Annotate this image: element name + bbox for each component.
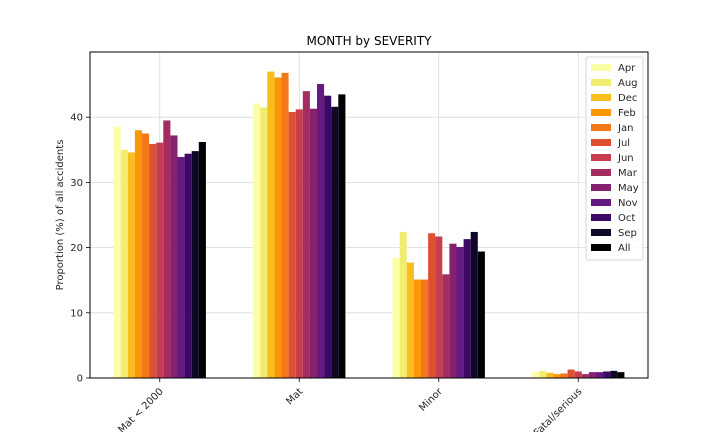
y-tick-label: 0 [77, 374, 83, 385]
legend-swatch-jul [591, 139, 611, 146]
legend-label-apr: Apr [618, 63, 636, 74]
legend-label-jun: Jun [617, 153, 634, 164]
legend-swatch-mar [591, 169, 611, 176]
bar-sep-1 [331, 106, 339, 378]
bar-jul-1 [288, 111, 296, 378]
bars [113, 71, 625, 379]
bar-aug-0 [120, 149, 128, 378]
bar-apr-3 [532, 372, 540, 378]
legend-swatch-oct [591, 214, 611, 221]
bar-dec-0 [127, 152, 135, 378]
bar-oct-1 [324, 95, 332, 379]
bar-jun-3 [574, 371, 582, 378]
bar-apr-2 [392, 258, 400, 378]
legend-swatch-jun [591, 154, 611, 161]
legend-label-nov: Nov [618, 198, 638, 209]
y-tick-label: 40 [70, 113, 83, 124]
bar-may-1 [309, 108, 317, 378]
bar-jan-0 [142, 133, 150, 378]
bar-may-2 [449, 243, 457, 378]
bar-may-0 [170, 135, 178, 378]
bar-nov-3 [596, 372, 604, 378]
bar-jun-1 [295, 109, 303, 378]
legend-swatch-may [591, 184, 611, 191]
legend-swatch-all [591, 244, 611, 251]
legend-swatch-aug [591, 79, 611, 86]
bar-oct-0 [184, 153, 192, 378]
bar-dec-3 [546, 372, 554, 378]
bar-sep-2 [470, 231, 478, 378]
bar-dec-1 [267, 71, 275, 378]
y-axis: 0 10 20 30 40 [70, 113, 90, 385]
bar-feb-2 [413, 279, 421, 378]
bar-jul-3 [567, 369, 575, 378]
legend-label-sep: Sep [618, 228, 637, 239]
bar-mar-1 [302, 91, 310, 379]
legend-label-oct: Oct [618, 213, 635, 224]
bar-may-3 [588, 372, 596, 378]
x-tick-label: Minor [417, 386, 445, 414]
bar-jan-1 [281, 72, 289, 378]
legend-box [585, 56, 644, 261]
x-tick-label: Mat [284, 386, 305, 407]
legend-label-may: May [618, 183, 639, 194]
legend-swatch-sep [591, 229, 611, 236]
x-tick-label: Fatal/serious [532, 386, 584, 432]
legend-swatch-jan [591, 124, 611, 131]
legend-swatch-dec [591, 94, 611, 101]
x-tick-label: Mat < 2000 [116, 386, 165, 432]
y-tick-label: 10 [70, 308, 83, 319]
bar-oct-2 [463, 239, 471, 378]
legend-label-dec: Dec [618, 93, 637, 104]
legend: Apr Aug Dec Feb Jan Jul Jun Mar May Nov Oct Sep All [585, 56, 644, 261]
bar-feb-0 [134, 130, 142, 378]
bar-feb-3 [553, 374, 561, 378]
x-axis: Mat < 2000 Mat Minor Fatal/serious [116, 378, 584, 432]
bar-sep-0 [191, 151, 199, 378]
bar-all-0 [198, 141, 206, 378]
bar-jun-0 [156, 142, 164, 378]
bar-jan-3 [560, 373, 568, 378]
y-tick-label: 30 [70, 178, 83, 189]
bar-aug-1 [260, 107, 268, 379]
y-axis-label: Proportion (%) of all accidents [55, 140, 66, 291]
bar-feb-1 [274, 77, 282, 378]
legend-label-jul: Jul [617, 138, 630, 149]
bar-dec-2 [406, 262, 414, 378]
bar-nov-1 [317, 83, 325, 378]
legend-label-all: All [618, 243, 630, 254]
legend-label-aug: Aug [618, 78, 638, 89]
legend-label-mar: Mar [618, 168, 638, 179]
bar-oct-3 [603, 371, 611, 378]
bar-jan-2 [421, 279, 429, 378]
legend-label-feb: Feb [618, 108, 636, 119]
bar-mar-3 [581, 374, 589, 378]
legend-swatch-nov [591, 199, 611, 206]
bar-mar-0 [163, 120, 171, 379]
bar-aug-2 [399, 231, 407, 378]
bar-apr-1 [253, 103, 261, 379]
bar-nov-0 [177, 156, 185, 378]
bar-jun-2 [435, 236, 443, 378]
bar-jul-2 [428, 233, 436, 378]
legend-swatch-feb [591, 109, 611, 116]
chart-title: MONTH by SEVERITY [306, 34, 432, 48]
bar-all-3 [617, 372, 625, 378]
bar-all-1 [338, 94, 346, 378]
bar-apr-0 [113, 126, 121, 378]
y-tick-label: 20 [70, 243, 83, 254]
plot-frame [89, 51, 649, 379]
bar-sep-3 [610, 370, 618, 378]
bar-mar-2 [442, 274, 450, 378]
bar-all-2 [477, 251, 485, 378]
legend-label-jan: Jan [617, 123, 633, 134]
bar-nov-2 [456, 246, 464, 378]
bar-jul-0 [149, 143, 157, 378]
bar-aug-3 [539, 370, 547, 378]
legend-swatch-apr [591, 64, 611, 71]
